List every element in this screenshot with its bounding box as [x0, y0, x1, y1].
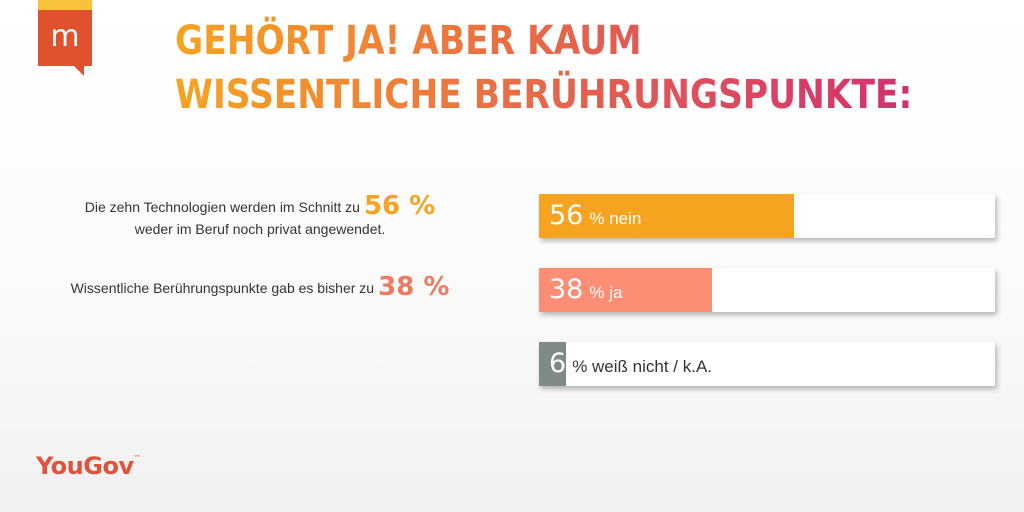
logo-badge: m: [38, 0, 92, 80]
stat-touchpoints-text: Wissentliche Berührungspunkte gab es bis…: [70, 280, 375, 296]
logo-shape: [38, 0, 92, 76]
bar-value-weiss-nicht: 6: [549, 348, 567, 379]
stat-touchpoints: Wissentliche Berührungspunkte gab es bis…: [40, 274, 480, 300]
bar-label-ja: % ja: [589, 283, 623, 302]
bar-text-nein: 56 % nein: [549, 194, 641, 238]
bar-text-weiss-nicht: 6 % weiß nicht / k.A.: [549, 342, 712, 386]
bar-weiss-nicht: 6 % weiß nicht / k.A.: [539, 342, 995, 386]
stat-unused-text: Die zehn Technologien werden im Schnitt …: [84, 199, 360, 215]
bar-fill-weiss-nicht: [539, 342, 566, 386]
stat-touchpoints-value: 38 %: [378, 272, 450, 302]
yougov-wordmark: YouGov: [36, 452, 134, 480]
logo-letter: m: [50, 19, 80, 54]
bar-text-ja: 38 % ja: [549, 268, 622, 312]
bar-nein: 56 % nein: [539, 194, 995, 238]
bar-fill-ja: [539, 268, 712, 312]
bar-fill-nein: [539, 194, 794, 238]
bar-label-weiss-nicht: % weiß nicht / k.A.: [572, 357, 713, 376]
bar-value-nein: 56: [549, 200, 584, 231]
page-title: GEHÖRT JA! ABER KAUM WISSENTLICHE BERÜHR…: [175, 14, 912, 122]
bar-ja: 38 % ja: [539, 268, 995, 312]
yougov-logo: YouGov™: [36, 452, 141, 480]
bar-label-nein: % nein: [589, 209, 642, 228]
stat-unused-text-2: weder im Beruf noch privat angewendet.: [134, 221, 386, 237]
stat-unused-value: 56 %: [363, 191, 436, 221]
stat-unused: Die zehn Technologien werden im Schnitt …: [60, 193, 460, 240]
bar-value-ja: 38: [549, 274, 584, 305]
title-line-2: WISSENTLICHE BERÜHRUNGSPUNKTE:: [175, 72, 913, 118]
yougov-trademark: ™: [133, 454, 141, 462]
title-line-1: GEHÖRT JA! ABER KAUM: [175, 18, 642, 64]
